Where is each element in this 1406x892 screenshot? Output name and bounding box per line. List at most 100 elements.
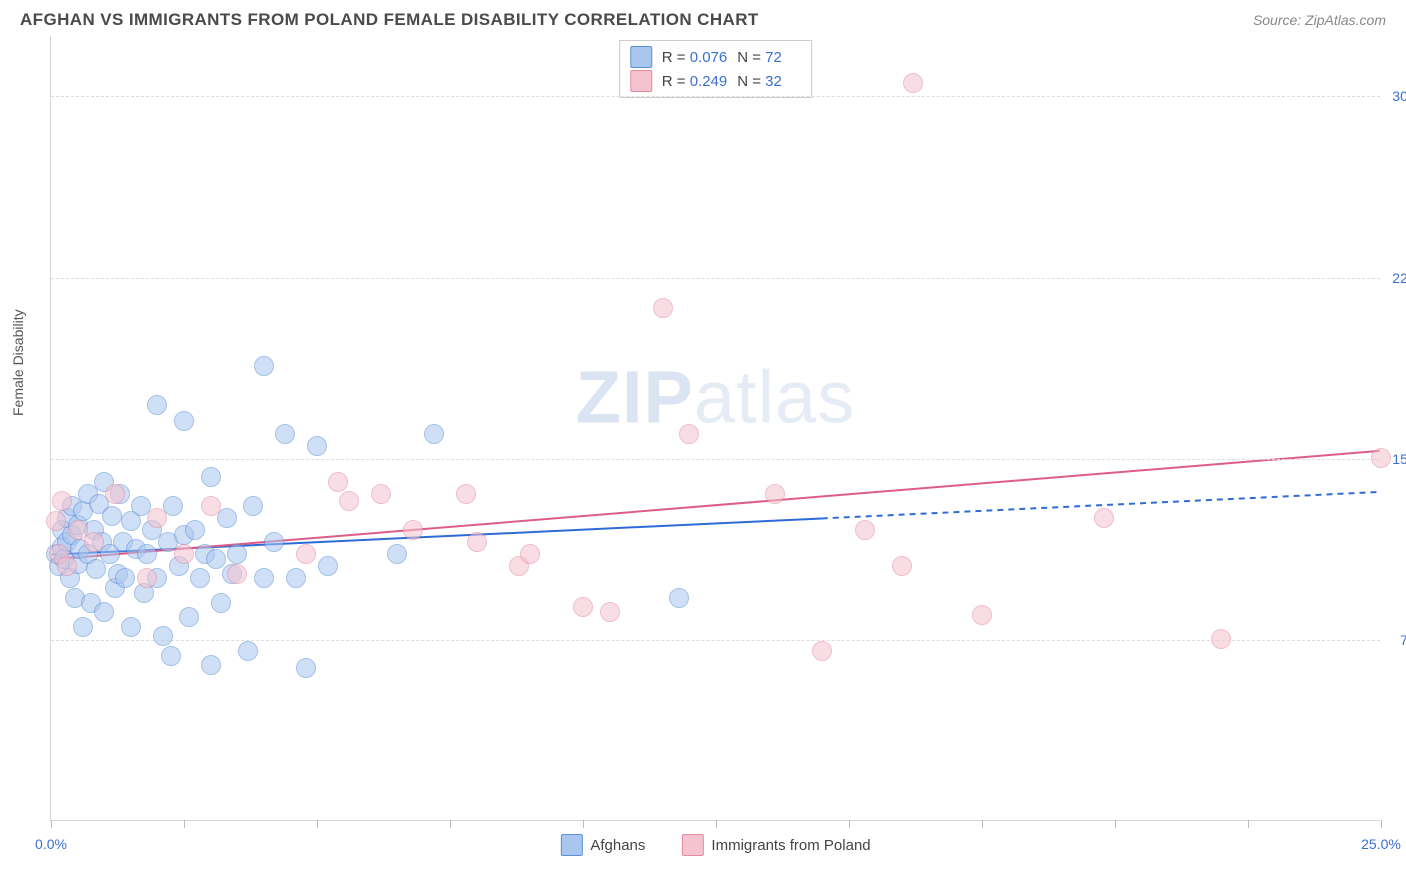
y-tick-label: 15.0% xyxy=(1392,451,1406,467)
source-attribution: Source: ZipAtlas.com xyxy=(1253,12,1386,28)
data-point-afghans xyxy=(102,506,122,526)
data-point-afghans xyxy=(73,617,93,637)
y-axis-label: Female Disability xyxy=(10,309,26,416)
legend-label: Afghans xyxy=(590,837,645,854)
gridline xyxy=(51,96,1380,97)
data-point-afghans xyxy=(121,617,141,637)
data-point-afghans xyxy=(190,568,210,588)
data-point-poland xyxy=(174,544,194,564)
watermark: ZIPatlas xyxy=(576,354,855,439)
data-point-poland xyxy=(57,556,77,576)
data-point-poland xyxy=(147,508,167,528)
data-point-afghans xyxy=(307,436,327,456)
data-point-afghans xyxy=(387,544,407,564)
x-tick-label: 25.0% xyxy=(1361,836,1401,852)
data-point-afghans xyxy=(211,593,231,613)
data-point-afghans xyxy=(174,411,194,431)
x-tick-label: 0.0% xyxy=(35,836,67,852)
data-point-poland xyxy=(328,472,348,492)
data-point-afghans xyxy=(264,532,284,552)
x-tick xyxy=(450,820,451,828)
data-point-afghans xyxy=(115,568,135,588)
legend-swatch xyxy=(630,46,652,68)
x-tick xyxy=(317,820,318,828)
data-point-afghans xyxy=(669,588,689,608)
gridline xyxy=(51,278,1380,279)
x-tick xyxy=(1248,820,1249,828)
data-point-poland xyxy=(371,484,391,504)
data-point-poland xyxy=(520,544,540,564)
data-point-poland xyxy=(1211,629,1231,649)
data-point-afghans xyxy=(238,641,258,661)
data-point-afghans xyxy=(185,520,205,540)
data-point-poland xyxy=(1094,508,1114,528)
data-point-poland xyxy=(892,556,912,576)
legend-label: Immigrants from Poland xyxy=(711,837,870,854)
data-point-afghans xyxy=(147,395,167,415)
data-point-poland xyxy=(84,532,104,552)
data-point-poland xyxy=(600,602,620,622)
plot-area: ZIPatlas R = 0.076N = 72R = 0.249N = 32 … xyxy=(50,36,1380,821)
data-point-poland xyxy=(855,520,875,540)
data-point-poland xyxy=(296,544,316,564)
r-label: R = 0.076 xyxy=(662,49,727,66)
y-tick-label: 7.5% xyxy=(1400,632,1406,648)
x-tick xyxy=(51,820,52,828)
x-tick xyxy=(982,820,983,828)
legend-stat-row-poland: R = 0.249 N = 32 xyxy=(630,69,801,93)
r-label: R = 0.249 xyxy=(662,73,727,90)
legend-swatch xyxy=(560,834,582,856)
data-point-afghans xyxy=(275,424,295,444)
data-point-poland xyxy=(105,484,125,504)
data-point-afghans xyxy=(137,544,157,564)
n-label: N = 72 xyxy=(737,49,801,66)
x-tick xyxy=(1381,820,1382,828)
data-point-poland xyxy=(1371,448,1391,468)
n-label: N = 32 xyxy=(737,73,801,90)
gridline xyxy=(51,459,1380,460)
data-point-afghans xyxy=(227,544,247,564)
data-point-poland xyxy=(339,491,359,511)
data-point-afghans xyxy=(286,568,306,588)
y-tick-label: 30.0% xyxy=(1392,88,1406,104)
data-point-poland xyxy=(653,298,673,318)
y-tick-label: 22.5% xyxy=(1392,270,1406,286)
data-point-poland xyxy=(972,605,992,625)
legend-swatch xyxy=(681,834,703,856)
data-point-poland xyxy=(467,532,487,552)
data-point-afghans xyxy=(201,655,221,675)
data-point-afghans xyxy=(243,496,263,516)
chart-title: AFGHAN VS IMMIGRANTS FROM POLAND FEMALE … xyxy=(20,10,759,30)
data-point-poland xyxy=(201,496,221,516)
data-point-poland xyxy=(137,568,157,588)
series-legend: Afghans Immigrants from Poland xyxy=(560,834,870,856)
data-point-afghans xyxy=(153,626,173,646)
legend-item-poland: Immigrants from Poland xyxy=(681,834,870,856)
legend-swatch xyxy=(630,70,652,92)
data-point-poland xyxy=(765,484,785,504)
x-tick xyxy=(716,820,717,828)
data-point-poland xyxy=(456,484,476,504)
data-point-afghans xyxy=(424,424,444,444)
x-tick xyxy=(184,820,185,828)
data-point-afghans xyxy=(254,356,274,376)
data-point-afghans xyxy=(161,646,181,666)
data-point-afghans xyxy=(217,508,237,528)
data-point-afghans xyxy=(254,568,274,588)
data-point-afghans xyxy=(201,467,221,487)
legend-item-afghans: Afghans xyxy=(560,834,645,856)
data-point-poland xyxy=(52,491,72,511)
data-point-afghans xyxy=(206,549,226,569)
correlation-legend: R = 0.076 N = 72 R = 0.249 N = 32 xyxy=(619,40,812,98)
x-tick xyxy=(849,820,850,828)
data-point-poland xyxy=(812,641,832,661)
data-point-afghans xyxy=(318,556,338,576)
data-point-poland xyxy=(46,511,66,531)
x-tick xyxy=(1115,820,1116,828)
data-point-afghans xyxy=(179,607,199,627)
data-point-afghans xyxy=(94,602,114,622)
data-point-poland xyxy=(903,73,923,93)
data-point-afghans xyxy=(296,658,316,678)
data-point-poland xyxy=(403,520,423,540)
data-point-poland xyxy=(679,424,699,444)
